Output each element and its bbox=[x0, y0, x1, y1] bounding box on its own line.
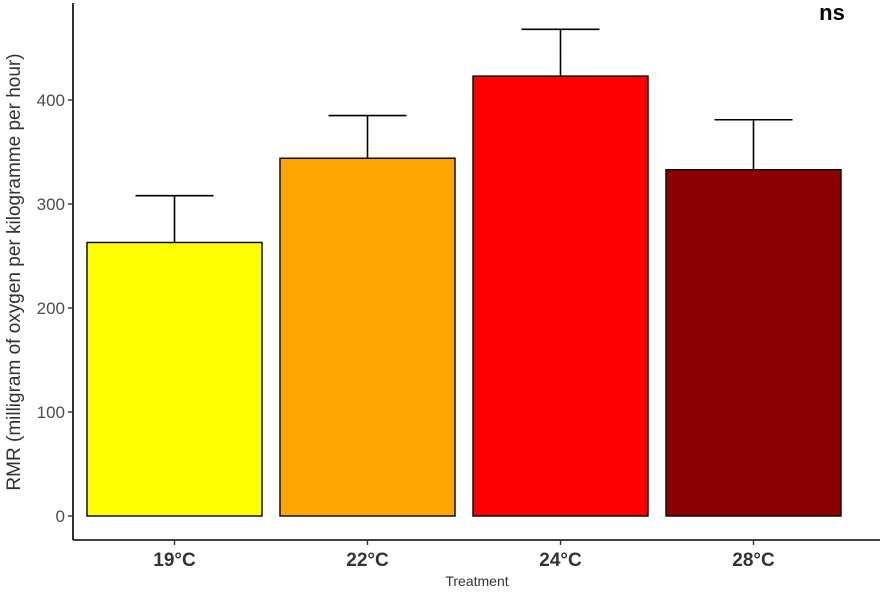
y-tick-label-400: 400 bbox=[37, 91, 65, 110]
y-axis-title: RMR (milligram of oxygen per kilogramme … bbox=[4, 53, 25, 490]
bar-0 bbox=[86, 241, 263, 517]
bars-layer bbox=[86, 75, 842, 517]
bar-1 bbox=[279, 157, 456, 517]
error-bars-layer bbox=[135, 28, 793, 243]
y-tick-label-300: 300 bbox=[37, 195, 65, 214]
x-tick-label-0: 19°C bbox=[153, 550, 196, 571]
bar-2 bbox=[472, 75, 649, 517]
y-tick-label-100: 100 bbox=[37, 403, 65, 422]
x-tick-label-3: 28°C bbox=[732, 550, 775, 571]
x-axis-title: Treatment bbox=[445, 573, 508, 589]
y-tick-label-200: 200 bbox=[37, 299, 65, 318]
x-tick-label-1: 22°C bbox=[346, 550, 389, 571]
bar-3 bbox=[665, 168, 842, 517]
y-tick-label-0: 0 bbox=[56, 507, 65, 526]
x-tick-label-2: 24°C bbox=[539, 550, 582, 571]
significance-annotation: ns bbox=[819, 0, 845, 25]
x-axis-ticks: 19°C 22°C 24°C 28°C bbox=[153, 540, 775, 571]
y-axis-ticks: 0 100 200 300 400 bbox=[37, 91, 73, 526]
